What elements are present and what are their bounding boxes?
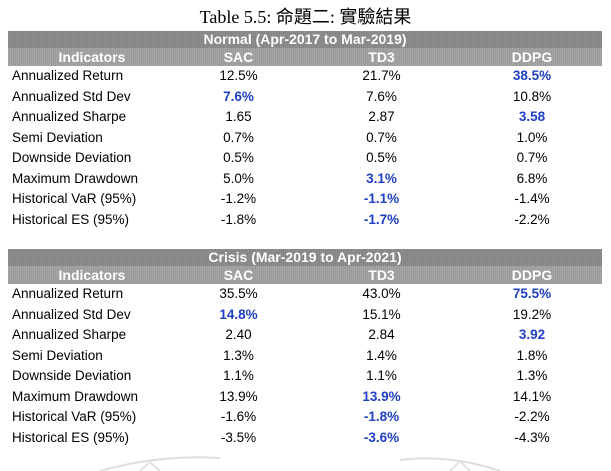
value-cell-sac: 35.5% xyxy=(219,286,258,301)
table-row: Semi Deviation 1.3% 1.4% 1.8% xyxy=(8,346,602,367)
table-row: Annualized Std Dev 14.8% 15.1% 19.2% xyxy=(8,305,602,326)
indicator-label: Annualized Std Dev xyxy=(12,88,131,104)
value-cell-sac: -1.2% xyxy=(220,191,257,206)
value-cell-td3: 3.1% xyxy=(366,170,397,186)
value-cell-ddpg: 0.7% xyxy=(516,150,548,165)
table-row: Annualized Sharpe 2.40 2.84 3.92 xyxy=(8,325,602,346)
value-cell-td3: 0.5% xyxy=(366,150,397,165)
indicator-label: Annualized Std Dev xyxy=(12,306,131,322)
table-row: Annualized Sharpe 1.65 2.87 3.58 xyxy=(8,107,602,128)
table-row: Annualized Return 35.5% 43.0% 75.5% xyxy=(8,284,602,305)
value-cell-td3: 7.6% xyxy=(366,88,397,104)
value-cell-td3: 0.7% xyxy=(366,129,397,145)
table-row: Semi Deviation 0.7% 0.7% 1.0% xyxy=(8,128,602,149)
indicator-label: Maximum Drawdown xyxy=(12,388,139,404)
value-cell-ddpg: 1.8% xyxy=(516,347,548,363)
column-header-ddpg: DDPG xyxy=(511,49,553,65)
column-header-ddpg: DDPG xyxy=(511,267,553,283)
value-cell-td3: 1.1% xyxy=(366,368,397,383)
column-header-row: Indicators SAC TD3 DDPG xyxy=(8,48,602,66)
column-header-sac: SAC xyxy=(223,49,254,65)
value-cell-sac: 1.1% xyxy=(223,368,254,383)
indicator-label: Maximum Drawdown xyxy=(12,170,139,186)
value-cell-sac: 13.9% xyxy=(219,388,258,404)
normal-period-table: Normal (Apr-2017 to Mar-2019) Indicators S… xyxy=(8,31,602,230)
value-cell-sac: 1.65 xyxy=(225,109,252,124)
value-cell-td3: 15.1% xyxy=(362,306,401,322)
value-cell-sac: 7.6% xyxy=(223,88,254,104)
table-row: Historical ES (95%) -1.8% -1.7% -2.2% xyxy=(8,210,602,231)
value-cell-td3: 13.9% xyxy=(362,388,401,404)
value-cell-ddpg: -4.3% xyxy=(514,429,550,445)
column-header-indicators: Indicators xyxy=(58,49,126,65)
table-row: Historical ES (95%) -3.5% -3.6% -4.3% xyxy=(8,428,602,449)
value-cell-sac: 5.0% xyxy=(223,170,254,186)
value-cell-td3: 43.0% xyxy=(362,286,401,301)
value-cell-td3: -1.1% xyxy=(363,191,400,206)
value-cell-ddpg: -1.4% xyxy=(514,191,550,206)
value-cell-ddpg: 14.1% xyxy=(512,388,552,404)
table-row: Downside Deviation 1.1% 1.1% 1.3% xyxy=(8,366,602,387)
value-cell-ddpg: 6.8% xyxy=(516,170,548,186)
section-title: Crisis (Mar-2019 to Apr-2021) xyxy=(8,249,602,266)
indicator-label: Downside Deviation xyxy=(12,150,132,165)
value-cell-ddpg: 3.58 xyxy=(518,109,546,124)
indicator-label: Historical VaR (95%) xyxy=(12,191,137,206)
indicator-label: Historical ES (95%) xyxy=(12,211,130,227)
value-cell-ddpg: 3.92 xyxy=(518,327,546,342)
table-row: Maximum Drawdown 5.0% 3.1% 6.8% xyxy=(8,169,602,190)
indicator-label: Downside Deviation xyxy=(12,368,132,383)
value-cell-td3: 2.84 xyxy=(368,327,395,342)
value-cell-sac: 0.5% xyxy=(223,150,254,165)
value-cell-sac: 2.40 xyxy=(225,327,252,342)
indicator-label: Historical ES (95%) xyxy=(12,429,130,445)
indicator-label: Semi Deviation xyxy=(12,347,103,363)
indicator-label: Semi Deviation xyxy=(12,129,103,145)
value-cell-ddpg: -2.2% xyxy=(514,211,550,227)
value-cell-ddpg: 38.5% xyxy=(512,68,552,83)
value-cell-sac: 14.8% xyxy=(219,306,258,322)
value-cell-td3: -3.6% xyxy=(363,429,400,445)
value-cell-ddpg: 10.8% xyxy=(512,88,552,104)
value-cell-ddpg: -2.2% xyxy=(514,409,550,424)
column-header-indicators: Indicators xyxy=(58,267,126,283)
crisis-period-table: Crisis (Mar-2019 to Apr-2021) Indicators S… xyxy=(8,249,602,448)
column-header-sac: SAC xyxy=(223,267,254,283)
value-cell-ddpg: 75.5% xyxy=(512,286,552,301)
section-divider xyxy=(0,244,611,252)
value-cell-sac: 0.7% xyxy=(223,129,254,145)
value-cell-td3: 2.87 xyxy=(368,109,395,124)
column-header-row: Indicators SAC TD3 DDPG xyxy=(8,266,602,284)
value-cell-ddpg: 1.0% xyxy=(516,129,548,145)
table-row: Maximum Drawdown 13.9% 13.9% 14.1% xyxy=(8,387,602,408)
table-row: Historical VaR (95%) -1.6% -1.8% -2.2% xyxy=(8,407,602,428)
value-cell-sac: -3.5% xyxy=(220,429,257,445)
value-cell-sac: -1.6% xyxy=(220,409,257,424)
indicator-label: Historical VaR (95%) xyxy=(12,409,137,424)
table-caption: Table 5.5: 命題二: 實驗結果 xyxy=(199,7,412,27)
value-cell-td3: 1.4% xyxy=(366,347,397,363)
value-cell-sac: -1.8% xyxy=(220,211,257,227)
column-header-td3: TD3 xyxy=(368,267,395,283)
table-row: Downside Deviation 0.5% 0.5% 0.7% xyxy=(8,148,602,169)
value-cell-td3: -1.7% xyxy=(363,211,400,227)
table-row: Annualized Std Dev 7.6% 7.6% 10.8% xyxy=(8,87,602,108)
value-cell-sac: 1.3% xyxy=(223,347,254,363)
value-cell-ddpg: 1.3% xyxy=(516,368,548,383)
table-row: Historical VaR (95%) -1.2% -1.1% -1.4% xyxy=(8,189,602,210)
indicator-label: Annualized Return xyxy=(12,286,124,301)
value-cell-td3: 21.7% xyxy=(362,68,401,83)
indicator-label: Annualized Sharpe xyxy=(12,327,127,342)
value-cell-td3: -1.8% xyxy=(363,409,400,424)
column-header-td3: TD3 xyxy=(368,49,395,65)
value-cell-ddpg: 19.2% xyxy=(512,306,552,322)
indicator-label: Annualized Sharpe xyxy=(12,109,127,124)
seal-watermark xyxy=(99,456,501,471)
indicator-label: Annualized Return xyxy=(12,68,124,83)
table-row: Annualized Return 12.5% 21.7% 38.5% xyxy=(8,66,602,87)
section-title: Normal (Apr-2017 to Mar-2019) xyxy=(8,31,602,48)
value-cell-sac: 12.5% xyxy=(219,68,258,83)
